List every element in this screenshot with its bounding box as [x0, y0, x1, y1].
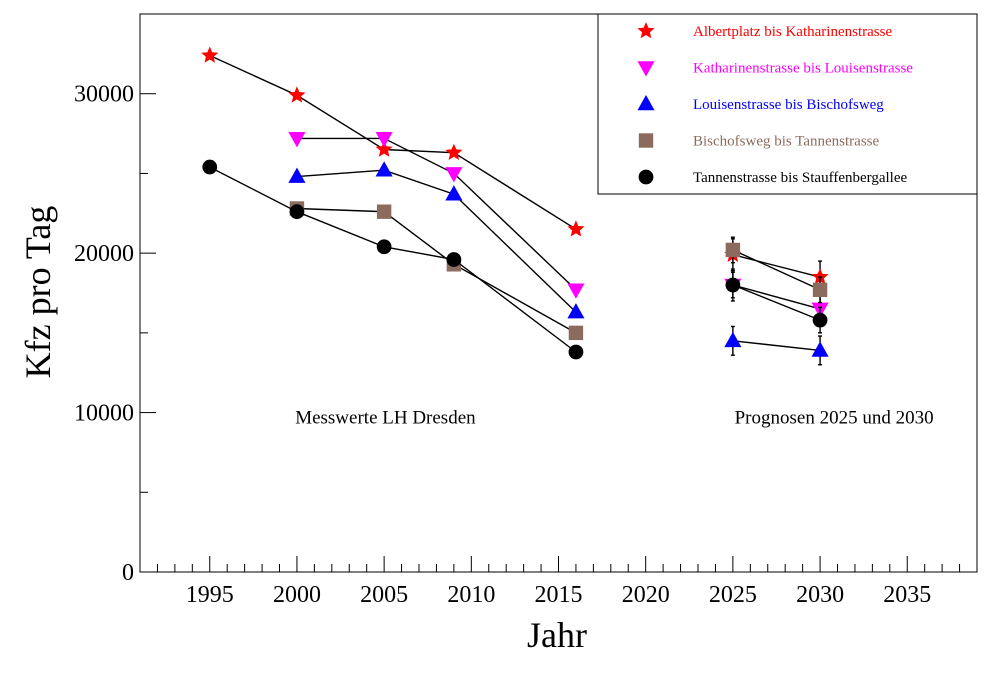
data-point [567, 283, 585, 299]
y-tick-label: 30000 [74, 82, 134, 108]
forecast-line [732, 249, 821, 291]
legend: Albertplatz bis Katharinenstrasse Kathari… [597, 13, 978, 195]
x-tick-label: 2020 [622, 582, 670, 608]
legend-label: Katharinenstrasse bis Louisenstrasse [693, 61, 913, 77]
x-axis-title: Jahr [527, 615, 587, 655]
data-point [376, 204, 392, 219]
data-point [375, 161, 393, 177]
y-axis-title: Kfz pro Tag [18, 206, 58, 379]
legend-label: Albertplatz bis Katharinenstrasse [693, 24, 892, 40]
data-point [446, 252, 462, 267]
legend-item: Louisenstrasse bis Bischofsweg [637, 95, 884, 113]
legend-box [597, 13, 978, 195]
data-point [812, 312, 828, 328]
data-point [568, 325, 584, 341]
data-point [811, 341, 829, 357]
axis-layer: 1995 2000 2005 2010 2015 2020 2025 2030 2035 0 100… [74, 13, 978, 608]
series-5 [202, 159, 828, 360]
data-point [811, 268, 829, 285]
measured-line [296, 137, 577, 291]
legend-marker [638, 133, 654, 148]
measured-line [296, 207, 577, 334]
y-tick-label: 10000 [74, 401, 134, 427]
legend-marker [637, 95, 655, 111]
annotation-label: Prognosen 2025 und 2030 [735, 408, 934, 429]
y-tick-label: 20000 [74, 241, 134, 267]
legend-label: Bischofsweg bis Tannenstrasse [693, 134, 879, 150]
forecast-line [732, 284, 821, 321]
measured-line [296, 169, 577, 313]
forecast-line [732, 284, 821, 310]
data-point [724, 331, 742, 348]
legend-item: Albertplatz bis Katharinenstrasse [637, 22, 892, 40]
x-tick-label: 2000 [273, 582, 321, 608]
data-point [568, 344, 584, 360]
x-tick-label: 2015 [535, 582, 583, 608]
data-point [445, 167, 463, 183]
data-point [725, 242, 741, 258]
legend-marker [637, 61, 655, 77]
x-tick-label: 1995 [186, 582, 234, 608]
x-tick-label: 2010 [447, 582, 495, 608]
legend-item: Tannenstrasse bis Stauffenbergallee [638, 169, 908, 186]
data-point [445, 185, 463, 201]
data-point [288, 132, 306, 148]
x-tick-label: 2005 [360, 582, 408, 608]
forecast-line [732, 340, 821, 352]
data-point [375, 132, 393, 148]
series-4 [289, 201, 828, 341]
data-point [202, 159, 218, 175]
data-point [725, 277, 741, 293]
data-point [567, 220, 585, 237]
legend-label: Tannenstrasse bis Stauffenbergallee [693, 170, 908, 186]
data-point [376, 239, 392, 255]
legend-item: Bischofsweg bis Tannenstrasse [638, 133, 879, 150]
data-point [288, 167, 306, 183]
x-tick-label: 2030 [796, 582, 844, 608]
annotation-layer: Messwerte LH Dresden Prognosen 2025 und 2… [295, 408, 933, 429]
legend-marker [638, 169, 654, 185]
x-tick-label: 2025 [709, 582, 757, 608]
annotation-label: Messwerte LH Dresden [295, 408, 476, 429]
x-tick-label: 2035 [883, 582, 931, 608]
data-point [445, 143, 463, 160]
legend-marker [637, 22, 655, 39]
series-3 [288, 161, 829, 366]
data-point [289, 204, 305, 220]
data-point [201, 46, 219, 63]
legend-label: Louisenstrasse bis Bischofsweg [693, 97, 884, 113]
data-point [567, 303, 585, 319]
series-1 [201, 46, 829, 294]
data-point [375, 140, 393, 157]
y-tick-label: 0 [122, 560, 134, 586]
series-layer [201, 46, 829, 366]
legend-item: Katharinenstrasse bis Louisenstrasse [637, 61, 913, 77]
data-point [288, 86, 306, 103]
forecast-line [732, 254, 821, 278]
data-point [812, 282, 828, 298]
